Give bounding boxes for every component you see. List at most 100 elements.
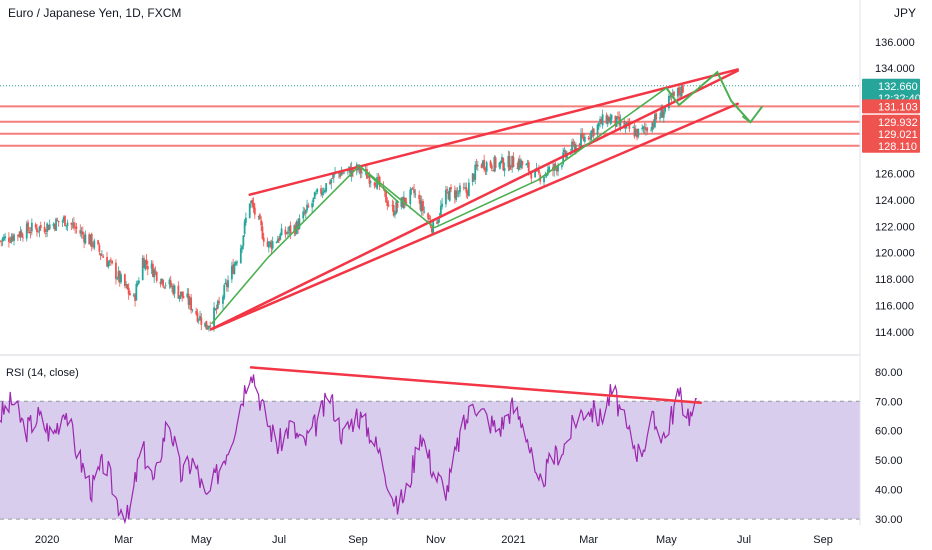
candle-body-211	[374, 186, 377, 188]
current-price-tag-bg	[862, 78, 920, 105]
candle-body-110	[195, 310, 198, 315]
pattern-line-3	[434, 179, 538, 229]
candle-body-106	[187, 293, 190, 305]
candle-body-111	[196, 312, 199, 322]
candle-body-278	[493, 157, 496, 172]
candle-body-288	[511, 155, 514, 168]
candle-body-95	[168, 279, 171, 285]
candle-body-69	[120, 274, 122, 283]
candle-body-170	[302, 211, 305, 219]
candle-body-353	[627, 121, 630, 123]
price-panel	[0, 68, 860, 332]
candle-body-36	[62, 217, 65, 221]
candle-body-294	[521, 161, 524, 165]
candle-body-54	[93, 240, 96, 248]
candle-body-249	[441, 203, 444, 207]
candle-body-210	[373, 182, 376, 186]
candle-body-66	[116, 278, 119, 280]
candle-body-126	[223, 284, 226, 299]
candle-body-296	[526, 163, 529, 165]
candle-body-209	[369, 181, 372, 183]
candle-body-48	[83, 235, 85, 243]
candle-body-99	[173, 285, 176, 294]
candle-body-356	[633, 128, 636, 137]
candle-body-17	[28, 231, 31, 233]
rsi-axis[interactable]: 30.00 40.00 50.00 60.00 70.00 80.00	[875, 367, 903, 526]
candle-body-286	[508, 156, 511, 170]
candle-body-313	[555, 167, 558, 172]
candle-body-204	[360, 172, 363, 174]
time-tick-label: 2021	[501, 534, 525, 546]
candle-body-93	[163, 286, 166, 288]
time-tick-label: Nov	[426, 534, 446, 546]
candle-body-259	[459, 185, 461, 193]
candle-body-57	[99, 253, 102, 256]
time-axis[interactable]: 2020 Mar May Jul Sep Nov 2021 Mar May Jul Sep	[35, 534, 833, 546]
price-tick-label: 114.000	[875, 327, 914, 339]
candle-body-53	[92, 245, 94, 247]
pattern-line-1	[266, 165, 360, 259]
candle-body-160	[284, 229, 287, 235]
candle-body-339	[601, 114, 604, 126]
candle-body-357	[634, 129, 637, 136]
candle-body-223	[395, 201, 398, 214]
candle-body-77	[135, 283, 138, 301]
candle-body-67	[117, 271, 120, 279]
candle-body-371	[660, 108, 663, 118]
candle-body-330	[587, 137, 590, 139]
candle-body-218	[386, 201, 389, 206]
candle-body-303	[538, 169, 540, 174]
candle-body-149	[262, 237, 265, 242]
candle-body-378	[671, 93, 674, 96]
candle-body-24	[39, 225, 42, 228]
time-tick-label: Mar	[114, 534, 133, 546]
candle-body-236	[419, 199, 422, 211]
candle-body-29	[48, 224, 51, 230]
candle-body-293	[520, 160, 522, 168]
candle-body-289	[512, 156, 515, 168]
candle-body-271	[481, 160, 484, 167]
current-price-tag-value: 132.660	[878, 81, 918, 93]
candle-body-273	[484, 168, 487, 171]
candle-body-338	[600, 119, 603, 124]
candle-body-365	[650, 130, 652, 132]
candle-body-190	[338, 172, 340, 174]
candle-body-287	[510, 168, 512, 170]
rsi-panel	[0, 366, 860, 525]
candle-body-44	[75, 226, 78, 229]
candle-body-116	[205, 320, 208, 330]
candle-body-352	[625, 122, 628, 125]
candle-body-341	[606, 116, 609, 125]
candle-body-264	[467, 182, 470, 197]
time-tick-label: May	[191, 534, 212, 546]
candle-body-374	[664, 107, 666, 112]
candle-body-34	[57, 220, 60, 223]
candle-body-82	[144, 260, 147, 270]
candle-body-261	[464, 187, 466, 189]
candle-body-120	[213, 307, 215, 328]
candle-body-20	[34, 224, 37, 228]
currency-label[interactable]: JPY	[894, 6, 916, 20]
candle-body-92	[162, 279, 164, 287]
candle-body-33	[56, 219, 59, 221]
candle-body-290	[516, 167, 519, 169]
candle-body-361	[642, 126, 645, 129]
candle-body-145	[257, 216, 260, 217]
candle-body-23	[38, 226, 41, 232]
candle-body-254	[450, 187, 452, 190]
rsi-line	[0, 374, 698, 525]
candle-body-7	[10, 237, 13, 242]
candle-body-327	[581, 133, 584, 137]
candle-body-140	[248, 203, 251, 218]
candle-body-208	[368, 176, 371, 184]
candle-body-267	[474, 164, 477, 180]
candle-body-112	[197, 319, 200, 321]
candle-body-125	[222, 296, 224, 304]
candle-body-370	[659, 117, 661, 119]
candle-body-221	[392, 205, 395, 216]
candle-body-133	[234, 262, 237, 265]
candle-body-115	[204, 322, 207, 327]
pattern-line-extra	[358, 165, 400, 204]
candle-body-381	[678, 87, 680, 94]
candle-body-73	[127, 287, 130, 295]
